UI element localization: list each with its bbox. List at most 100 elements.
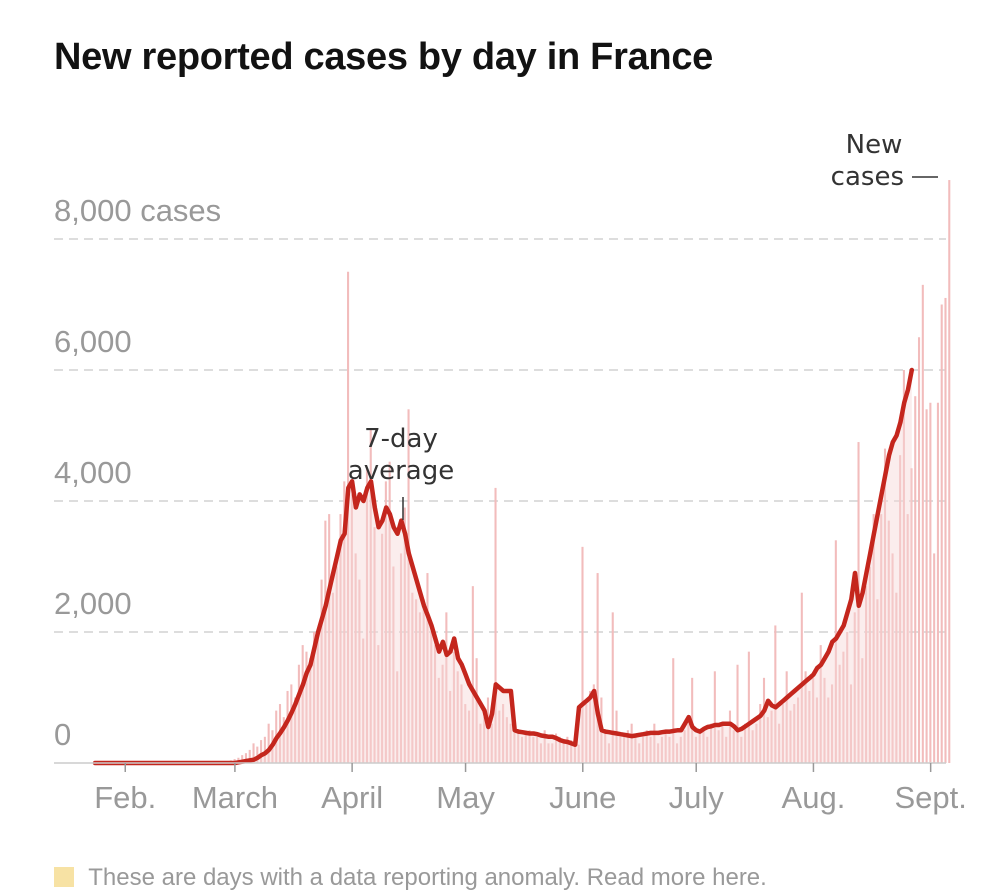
new-cases-bar (445, 612, 448, 763)
new-cases-bar (433, 645, 437, 763)
y-tick-label: 6,000 (54, 324, 132, 359)
new-cases-bar (634, 736, 637, 763)
new-cases-bar (865, 586, 868, 763)
new-cases-bar (914, 396, 917, 763)
average-annotation-line2: average (348, 456, 454, 486)
new-cases-bar (585, 704, 588, 763)
new-cases-bar (362, 638, 365, 763)
new-cases-bar (309, 658, 312, 763)
new-cases-bar (774, 625, 777, 763)
new-cases-bar (694, 736, 697, 763)
new-cases-bar (324, 520, 327, 763)
new-cases-bar (649, 736, 652, 763)
footnote-text: These are days with a data reporting ano… (88, 864, 767, 891)
new-cases-bar (698, 730, 701, 763)
new-cases-bar (823, 677, 826, 763)
new-cases-bar (630, 723, 633, 763)
new-cases-bar (679, 736, 682, 763)
new-cases-annotation: New cases (831, 130, 938, 192)
new-cases-bar (297, 664, 300, 763)
new-cases-annotation-line1: New (846, 130, 903, 160)
new-cases-bar (365, 468, 369, 763)
new-cases-bar (490, 723, 493, 763)
new-cases-bar (657, 743, 660, 763)
new-cases-bar (256, 746, 259, 763)
new-cases-bar (543, 730, 546, 763)
new-cases-bar (728, 710, 732, 763)
new-cases-bar (422, 599, 425, 763)
new-cases-bar (407, 409, 410, 763)
new-cases-bar (592, 684, 595, 763)
new-cases-bar (751, 730, 754, 763)
new-cases-bar (660, 736, 663, 763)
new-cases-bar (623, 736, 626, 763)
new-cases-bar (573, 743, 576, 763)
new-cases-bar (373, 527, 376, 763)
new-cases-bar (940, 304, 943, 763)
new-cases-bar (721, 723, 724, 763)
new-cases-bar (936, 402, 939, 763)
new-cases-bar (403, 507, 406, 763)
new-cases-bar (796, 697, 800, 763)
new-cases-bar (846, 632, 849, 763)
new-cases-bar (645, 730, 648, 763)
new-cases-bar (849, 684, 853, 763)
y-tick-label: 2,000 (54, 586, 132, 621)
new-cases-bar (577, 744, 580, 763)
new-cases-bar (343, 481, 346, 763)
new-cases-bar (747, 651, 750, 763)
new-cases-bar (736, 664, 739, 763)
new-cases-bar (528, 730, 531, 763)
new-cases-bar (880, 514, 883, 763)
average-annotation-line1: 7-day (364, 424, 438, 454)
new-cases-bar (766, 717, 769, 763)
new-cases-bar (483, 717, 486, 763)
new-cases-bar (260, 740, 263, 763)
new-cases-bar (509, 723, 512, 763)
new-cases-bar (479, 723, 482, 763)
average-area (95, 370, 912, 763)
new-cases-bars (218, 180, 951, 764)
new-cases-bar (702, 730, 705, 763)
new-cases-bar (868, 566, 871, 763)
new-cases-bar (929, 402, 932, 763)
new-cases-bar (762, 677, 766, 763)
new-cases-bar (354, 553, 357, 763)
new-cases-bar (539, 743, 542, 763)
x-tick-label: March (192, 780, 278, 815)
new-cases-bar (430, 632, 433, 763)
new-cases-bar (244, 753, 248, 763)
new-cases-bar (339, 514, 342, 763)
new-cases-bar (381, 533, 384, 763)
new-cases-bar (369, 428, 372, 763)
new-cases-bar (827, 697, 830, 763)
new-cases-bar (248, 749, 251, 763)
grid-lines (54, 238, 946, 633)
new-cases-bar (789, 710, 792, 763)
new-cases-bar (842, 651, 845, 763)
new-cases-bar (418, 612, 421, 763)
new-cases-bar (589, 690, 592, 763)
new-cases-bar (384, 481, 387, 763)
new-cases-bar (944, 297, 947, 763)
chart-title: New reported cases by day in France (54, 36, 713, 78)
new-cases-bar (933, 553, 936, 763)
y-tick-label: 4,000 (54, 455, 132, 490)
x-tick-label: May (436, 780, 495, 815)
new-cases-bar (286, 690, 289, 763)
new-cases-bar (520, 736, 524, 763)
new-cases-bar (615, 710, 618, 763)
new-cases-bar (668, 736, 671, 763)
new-cases-bar (415, 599, 418, 763)
new-cases-bar (263, 736, 266, 763)
new-cases-bar (358, 579, 361, 763)
new-cases-bar (505, 717, 508, 763)
new-cases-bar (759, 704, 762, 763)
new-cases-bar (392, 566, 395, 763)
new-cases-bar (486, 697, 490, 763)
new-cases-bar (755, 723, 758, 763)
new-cases-bar (876, 599, 879, 763)
new-cases-bar (921, 284, 924, 763)
new-cases-bar (471, 586, 474, 763)
